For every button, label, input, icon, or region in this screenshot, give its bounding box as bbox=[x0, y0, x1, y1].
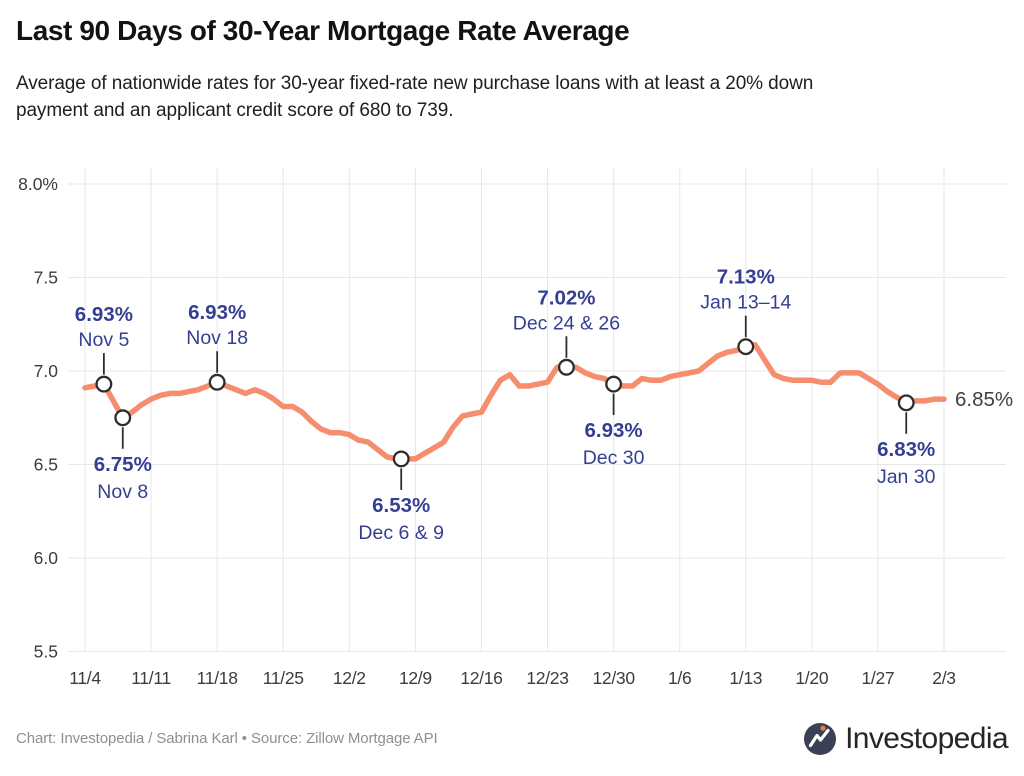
x-tick-label: 12/23 bbox=[526, 668, 568, 688]
chart-subtitle: Average of nationwide rates for 30-year … bbox=[16, 70, 986, 124]
annotation-date: Nov 5 bbox=[78, 329, 129, 351]
page-title: Last 90 Days of 30-Year Mortgage Rate Av… bbox=[16, 15, 630, 46]
chart-header: Last 90 Days of 30-Year Mortgage Rate Av… bbox=[16, 14, 986, 124]
investopedia-logo: Investopedia bbox=[802, 721, 1009, 757]
y-tick-label: 8.0% bbox=[18, 174, 58, 194]
y-tick-label: 5.5 bbox=[34, 642, 58, 662]
annotation-date: Nov 18 bbox=[186, 327, 248, 349]
x-tick-label: 12/9 bbox=[399, 668, 432, 688]
y-tick-label: 7.0 bbox=[34, 361, 59, 381]
investopedia-logo-icon bbox=[804, 723, 837, 755]
investopedia-wordmark: Investopedia bbox=[845, 722, 1009, 755]
y-tick-label: 6.0 bbox=[34, 548, 59, 568]
end-value-label: 6.85% bbox=[955, 388, 1013, 411]
subtitle-line-1: Average of nationwide rates for 30-year … bbox=[16, 73, 814, 94]
data-point-marker bbox=[392, 450, 410, 468]
footer-credit: Chart: Investopedia / Sabrina Karl • Sou… bbox=[16, 730, 438, 747]
annotation-value: 6.93% bbox=[585, 419, 643, 442]
x-tick-label: 12/30 bbox=[592, 668, 635, 688]
x-tick-label: 11/18 bbox=[197, 668, 238, 688]
x-tick-label: 1/20 bbox=[795, 668, 828, 688]
subtitle-line-2: payment and an applicant credit score of… bbox=[16, 100, 454, 121]
data-point-marker bbox=[897, 394, 915, 412]
x-tick-label: 1/6 bbox=[668, 668, 691, 688]
annotation-date: Dec 30 bbox=[583, 447, 645, 469]
annotation-value: 6.53% bbox=[372, 494, 430, 517]
data-point-marker bbox=[605, 375, 623, 393]
x-tick-label: 1/13 bbox=[729, 668, 762, 688]
x-tick-label: 12/16 bbox=[460, 668, 502, 688]
annotation-value: 7.02% bbox=[537, 286, 595, 309]
annotation-value: 6.75% bbox=[94, 453, 152, 476]
annotation-value: 6.93% bbox=[75, 303, 133, 326]
x-tick-label: 11/4 bbox=[69, 668, 101, 688]
annotation-value: 6.83% bbox=[877, 438, 935, 461]
y-tick-label: 7.5 bbox=[34, 268, 58, 288]
data-point-marker bbox=[557, 358, 575, 376]
data-point-marker bbox=[737, 338, 755, 356]
x-tick-label: 2/3 bbox=[932, 668, 955, 688]
x-tick-label: 11/25 bbox=[263, 668, 304, 688]
annotation-date: Dec 6 & 9 bbox=[358, 522, 444, 544]
annotation-date: Nov 8 bbox=[97, 481, 148, 503]
annotation-value: 6.93% bbox=[188, 301, 246, 324]
annotation-date: Jan 13–14 bbox=[700, 292, 791, 314]
x-tick-label: 1/27 bbox=[861, 668, 894, 688]
annotation-date: Jan 30 bbox=[877, 466, 936, 488]
rate-line bbox=[82, 342, 947, 462]
annotation-value: 7.13% bbox=[717, 266, 775, 289]
data-point-marker bbox=[114, 409, 132, 427]
x-tick-label: 12/2 bbox=[333, 668, 366, 688]
data-point-marker bbox=[208, 373, 226, 391]
y-tick-label: 6.5 bbox=[34, 455, 58, 475]
annotation-date: Dec 24 & 26 bbox=[513, 312, 620, 334]
data-point-marker bbox=[95, 375, 113, 393]
x-tick-label: 11/11 bbox=[131, 668, 171, 688]
